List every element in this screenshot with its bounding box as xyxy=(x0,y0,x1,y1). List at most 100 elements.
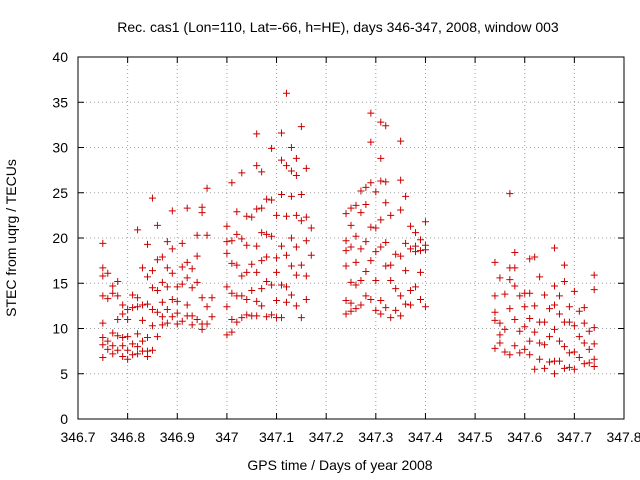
data-point xyxy=(134,303,142,311)
data-point xyxy=(560,343,568,351)
data-point xyxy=(228,179,236,187)
data-point xyxy=(382,239,390,247)
data-point xyxy=(307,251,315,259)
data-point xyxy=(183,204,191,212)
data-point xyxy=(501,290,509,298)
data-point xyxy=(178,317,186,325)
data-point xyxy=(238,292,246,300)
data-point xyxy=(342,210,350,218)
data-point xyxy=(560,364,568,372)
data-point xyxy=(551,370,559,378)
data-point xyxy=(163,264,171,272)
data-point xyxy=(183,274,191,282)
data-point xyxy=(297,191,305,199)
data-point xyxy=(302,272,310,280)
y-axis-label: STEC from uqrg / TECUs xyxy=(3,159,19,317)
data-point xyxy=(168,313,176,321)
data-point xyxy=(560,261,568,269)
data-point xyxy=(382,178,390,186)
data-point xyxy=(575,333,583,341)
data-point xyxy=(292,172,300,180)
data-point xyxy=(188,321,196,329)
x-tick-label: 347.6 xyxy=(507,429,542,445)
y-tick-label: 25 xyxy=(52,185,68,201)
data-point xyxy=(377,154,385,162)
y-tick-labels: 0 5 10 15 20 25 30 35 40 xyxy=(52,49,68,427)
data-point xyxy=(496,274,504,282)
data-point xyxy=(153,333,161,341)
data-point xyxy=(268,196,276,204)
data-point xyxy=(99,353,107,361)
data-point xyxy=(372,277,380,285)
data-point xyxy=(124,355,132,363)
data-point xyxy=(233,318,241,326)
data-point xyxy=(158,278,166,286)
data-point xyxy=(278,129,286,137)
data-point xyxy=(203,184,211,192)
data-point xyxy=(491,292,499,300)
data-point xyxy=(282,212,290,220)
data-point xyxy=(590,363,598,371)
data-point xyxy=(412,283,420,291)
y-tick-label: 30 xyxy=(52,140,68,156)
data-point xyxy=(392,285,400,293)
data-point xyxy=(273,254,281,262)
data-point xyxy=(228,237,236,245)
data-point xyxy=(139,264,147,272)
data-point xyxy=(526,337,534,345)
data-point xyxy=(506,351,514,359)
y-tick-label: 10 xyxy=(52,321,68,337)
data-point xyxy=(580,360,588,368)
data-point xyxy=(496,331,504,339)
data-point xyxy=(143,334,151,342)
data-point xyxy=(119,353,127,361)
data-point xyxy=(511,315,519,323)
data-point xyxy=(278,191,286,199)
data-point xyxy=(531,302,539,310)
data-point xyxy=(178,280,186,288)
data-point xyxy=(129,304,137,312)
data-point xyxy=(382,199,390,207)
data-point xyxy=(397,206,405,214)
x-tick-label: 347.1 xyxy=(259,429,294,445)
data-point xyxy=(198,325,206,333)
data-point xyxy=(382,304,390,312)
data-point xyxy=(511,248,519,256)
data-point xyxy=(114,292,122,300)
data-point xyxy=(287,291,295,299)
data-point xyxy=(282,89,290,97)
data-point xyxy=(402,267,410,275)
data-point xyxy=(541,291,549,299)
data-point xyxy=(302,213,310,221)
data-point xyxy=(248,286,256,294)
data-point xyxy=(555,357,563,365)
data-point xyxy=(109,350,117,358)
data-point xyxy=(238,235,246,243)
data-point xyxy=(590,340,598,348)
data-point xyxy=(143,300,151,308)
data-point xyxy=(188,265,196,273)
data-point xyxy=(382,122,390,130)
data-point xyxy=(407,301,415,309)
data-point xyxy=(590,355,598,363)
data-point xyxy=(139,301,147,309)
x-axis-label: GPS time / Days of year 2008 xyxy=(247,457,432,473)
data-point xyxy=(238,314,246,322)
data-point xyxy=(104,345,112,353)
data-point xyxy=(590,271,598,279)
data-point xyxy=(551,325,559,333)
data-point xyxy=(541,341,549,349)
data-points xyxy=(99,89,598,378)
data-point xyxy=(551,244,559,252)
data-point xyxy=(253,242,261,250)
data-point xyxy=(243,212,251,220)
data-point xyxy=(511,282,519,290)
data-point xyxy=(342,237,350,245)
data-point xyxy=(521,323,529,331)
data-point xyxy=(282,162,290,170)
data-point xyxy=(362,267,370,275)
data-point xyxy=(565,349,573,357)
data-point xyxy=(253,268,261,276)
data-point xyxy=(253,297,261,305)
